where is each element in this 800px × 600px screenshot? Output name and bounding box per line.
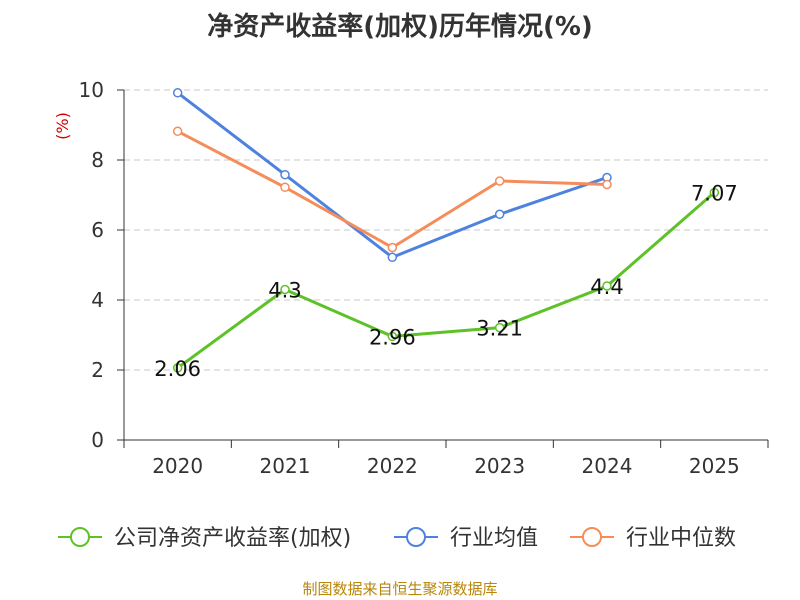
- data-point: [387, 331, 398, 342]
- data-label: 2.06: [154, 357, 201, 381]
- data-label: 2.96: [369, 325, 416, 349]
- legend: 公司净资产收益率(加权) 行业均值 行业中位数: [58, 526, 736, 551]
- data-label: 4.4: [590, 275, 623, 299]
- x-tick-label: 2025: [689, 454, 740, 478]
- data-label: 4.3: [268, 279, 301, 303]
- data-point: [280, 284, 290, 295]
- data-point: [280, 169, 290, 180]
- x-tick-label: 2024: [582, 454, 633, 478]
- data-point: [494, 322, 505, 333]
- axes: 0 2 4 6 8 10 (%) 2020 2021 2022 2023 2024 2025: [53, 78, 769, 478]
- legend-marker: [406, 527, 426, 547]
- x-tick-label: 2022: [367, 454, 418, 478]
- y-tick-label: 0: [91, 428, 104, 452]
- data-labels: 2.06 4.3 2.96 3.21 4.4 7.07: [154, 182, 737, 381]
- chart-title: 净资产收益率(加权)历年情况(%): [207, 12, 593, 42]
- source-footer: 制图数据来自恒生聚源数据库: [302, 580, 498, 598]
- grid-lines: [124, 89, 768, 371]
- data-label: 3.21: [476, 317, 523, 341]
- x-tick-label: 2020: [152, 454, 203, 478]
- data-point: [387, 242, 398, 253]
- x-tick-label: 2021: [260, 454, 311, 478]
- data-point: [172, 363, 183, 373]
- data-point: [280, 182, 290, 193]
- data-point: [494, 176, 505, 186]
- legend-marker: [582, 527, 602, 547]
- x-tick-label: 2023: [474, 454, 525, 478]
- data-point: [602, 281, 612, 291]
- y-tick-label: 6: [91, 218, 104, 242]
- series-line: [176, 191, 716, 370]
- series-line: [176, 91, 608, 259]
- legend-marker: [70, 527, 90, 547]
- y-tick-label: 2: [91, 358, 104, 382]
- y-tick-label: 10: [79, 78, 104, 102]
- data-point: [494, 209, 505, 219]
- y-axis-unit-label: (%): [53, 112, 72, 140]
- data-point: [602, 179, 612, 190]
- legend-label: 行业中位数: [626, 526, 736, 551]
- series-lines: [172, 88, 720, 373]
- y-tick-label: 4: [91, 288, 104, 312]
- data-point: [172, 88, 183, 98]
- legend-label: 公司净资产收益率(加权): [114, 526, 351, 551]
- data-point: [709, 187, 720, 198]
- y-tick-label: 8: [91, 148, 104, 172]
- data-point: [387, 252, 398, 263]
- legend-label: 行业均值: [450, 526, 538, 551]
- data-point: [172, 126, 183, 137]
- series-line: [176, 129, 608, 249]
- data-label: 7.07: [691, 182, 738, 206]
